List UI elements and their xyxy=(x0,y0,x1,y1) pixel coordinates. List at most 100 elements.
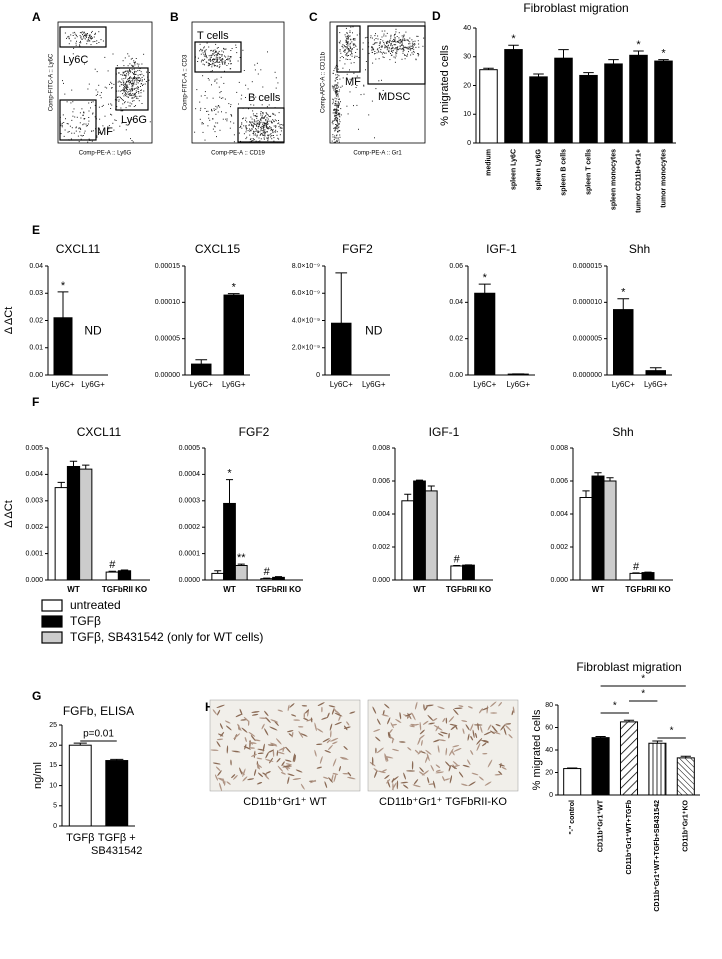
flow-dot xyxy=(132,83,134,85)
flow-dot xyxy=(135,95,137,97)
flow-dot xyxy=(212,50,214,52)
cell xyxy=(249,742,257,744)
flow-dot xyxy=(256,62,258,64)
cell xyxy=(248,747,256,749)
flow-dot xyxy=(118,90,120,92)
flow-dot xyxy=(390,53,391,54)
legend-swatch xyxy=(41,631,63,644)
flow-dot xyxy=(394,39,396,41)
flow-dot xyxy=(240,125,242,127)
flow-dot xyxy=(266,106,268,108)
flow-dot xyxy=(256,123,258,125)
flow-dot xyxy=(269,126,271,127)
flow-dot xyxy=(394,38,396,40)
flow-dot xyxy=(124,74,126,76)
flow-dot xyxy=(345,46,346,48)
flow-dot xyxy=(337,130,339,132)
flow-dot xyxy=(216,55,218,57)
flow-dot xyxy=(351,50,353,52)
flow-dot xyxy=(350,62,352,64)
flow-dot xyxy=(135,94,137,96)
flow-dot xyxy=(270,129,272,131)
bar xyxy=(79,468,93,581)
flow-dot xyxy=(383,51,385,53)
flow-dot xyxy=(202,123,204,125)
flow-dot xyxy=(378,80,380,82)
flow-dot xyxy=(331,122,333,124)
flow-dot xyxy=(280,130,282,132)
flow-dot xyxy=(256,136,258,138)
flow-dot xyxy=(334,141,336,143)
flow-dot xyxy=(351,49,353,50)
flow-dot xyxy=(375,33,376,35)
flow-dot xyxy=(335,91,337,93)
flow-dot xyxy=(252,126,254,128)
cell xyxy=(374,770,378,779)
flow-dot xyxy=(71,127,73,129)
flow-dot xyxy=(407,39,409,41)
cell xyxy=(285,746,291,753)
flow-dot xyxy=(383,43,385,45)
flow-dot xyxy=(77,135,79,137)
flow-dot xyxy=(65,118,66,120)
flow-dot xyxy=(250,104,252,106)
flow-xlabel: Comp-PE-A :: Ly6G xyxy=(79,151,132,157)
cell xyxy=(333,773,337,783)
flow-dot xyxy=(265,119,267,120)
cell xyxy=(256,781,263,785)
flow-dot xyxy=(261,116,263,118)
flow-dot xyxy=(215,105,217,107)
flow-dot xyxy=(123,71,125,73)
flow-dot xyxy=(149,121,151,123)
flow-dot xyxy=(94,41,96,42)
flow-dot xyxy=(251,140,252,142)
x-tick-label: WT xyxy=(592,585,605,594)
flow-dot xyxy=(141,103,143,104)
flow-dot xyxy=(265,115,267,117)
flow-dot xyxy=(116,90,118,92)
error-bar xyxy=(263,577,271,579)
y-tick-label: 0 xyxy=(549,792,553,799)
flow-dot xyxy=(137,88,139,90)
flow-dot xyxy=(388,44,389,46)
flow-dot xyxy=(91,38,92,40)
legend-label: TGFβ xyxy=(70,614,101,628)
flow-dot xyxy=(334,135,336,137)
x-tick-label: WT xyxy=(413,585,426,594)
cell xyxy=(249,739,251,749)
chart-title: CXCL11 xyxy=(56,242,101,256)
flow-dot xyxy=(402,50,404,52)
flow-dot xyxy=(408,43,410,45)
flow-dot xyxy=(227,55,229,57)
cell xyxy=(339,756,348,759)
cell xyxy=(396,780,399,790)
cell xyxy=(216,704,225,709)
flow-dot xyxy=(96,40,98,42)
flow-dot xyxy=(333,109,335,111)
y-tick-label: 0.004 xyxy=(550,511,568,518)
flow-dot xyxy=(201,123,203,125)
flow-dot xyxy=(222,58,224,60)
flow-dot xyxy=(131,90,133,92)
flow-dot xyxy=(140,92,142,94)
cell xyxy=(253,769,257,776)
flow-dot xyxy=(121,122,123,124)
flow-dot xyxy=(403,36,405,38)
bar xyxy=(474,292,496,376)
flow-dot xyxy=(235,44,237,46)
flow-dot xyxy=(268,134,270,136)
flow-dot xyxy=(199,101,201,103)
flow-dot xyxy=(133,80,135,82)
flow-dot xyxy=(342,44,344,46)
flow-dot xyxy=(134,62,136,64)
flow-dot xyxy=(335,103,337,105)
flow-dot xyxy=(399,48,401,50)
flow-dot xyxy=(139,80,141,82)
flow-dot xyxy=(128,71,130,72)
flow-dot xyxy=(215,61,217,63)
flow-dot xyxy=(266,125,267,127)
flow-dot xyxy=(408,46,410,48)
flow-dot xyxy=(230,104,232,106)
flow-dot xyxy=(347,113,349,115)
significance: * xyxy=(661,48,666,60)
